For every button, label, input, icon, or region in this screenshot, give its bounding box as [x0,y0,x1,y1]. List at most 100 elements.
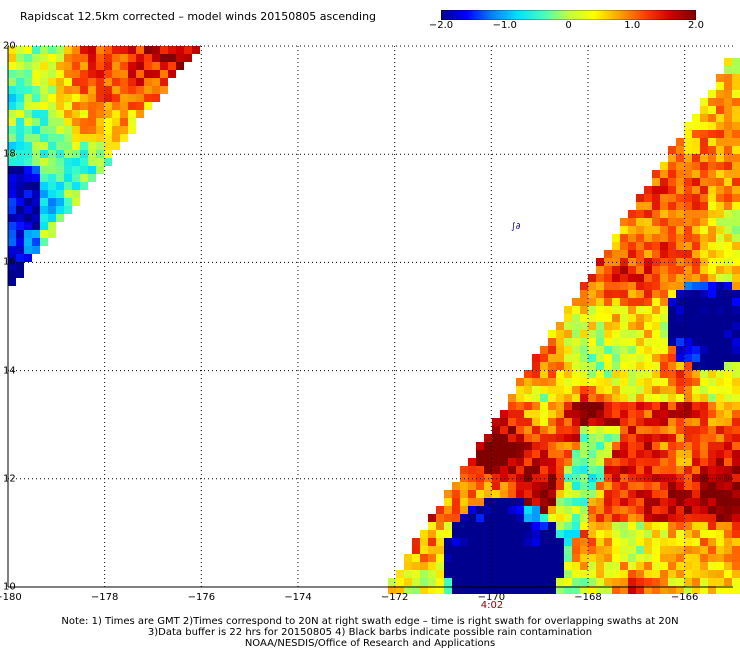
swath-cell-right [508,546,516,554]
lat-tick-label: 16 [3,256,16,268]
swath-cell-left [24,230,32,238]
swath-cell-right [620,290,628,298]
swath-cell-right [628,250,636,258]
swath-cell-right [476,474,484,482]
swath-cell-right [492,538,500,546]
swath-cell-right [732,250,740,258]
swath-cell-right [660,210,668,218]
swath-cell-right [548,370,556,378]
swath-cell-right [708,250,716,258]
swath-cell-right [708,130,716,138]
swath-cell-right [660,346,668,354]
swath-cell-right [724,402,732,410]
swath-cell-right [676,490,684,498]
swath-cell-right [564,474,572,482]
swath-cell-right [644,242,652,250]
swath-cell-left [64,110,72,118]
swath-cell-left [16,54,24,62]
swath-cell-left [152,54,160,62]
swath-cell-right [644,586,652,594]
swath-cell-right [580,466,588,474]
swath-cell-left [56,78,64,86]
swath-cell-right [444,586,452,594]
swath-cell-right [684,482,692,490]
swath-cell-right [708,402,716,410]
swath-cell-right [668,266,676,274]
swath-cell-right [580,482,588,490]
swath-cell-right [524,578,532,586]
swath-cell-right [668,218,676,226]
swath-cell-right [708,466,716,474]
swath-cell-right [556,442,564,450]
swath-cell-right [468,458,476,466]
swath-cell-right [684,170,692,178]
swath-cell-left [104,62,112,70]
swath-cell-right [708,546,716,554]
swath-cell-right [684,410,692,418]
swath-cell-right [668,442,676,450]
swath-cell-left [96,78,104,86]
swath-cell-right [508,458,516,466]
swath-cell-right [636,226,644,234]
swath-cell-left [48,142,56,150]
swath-cell-right [692,242,700,250]
swath-cell-left [56,126,64,134]
swath-cell-right [540,538,548,546]
swath-cell-right [660,322,668,330]
swath-cell-right [628,242,636,250]
swath-cell-right [508,402,516,410]
swath-cell-right [540,546,548,554]
swath-cell-right [620,474,628,482]
swath-cell-right [588,466,596,474]
swath-cell-right [724,202,732,210]
swath-cell-right [596,434,604,442]
swath-cell-right [676,530,684,538]
swath-cell-right [708,106,716,114]
swath-cell-right [540,466,548,474]
swath-cell-left [72,134,80,142]
swath-cell-right [652,202,660,210]
swath-cell-right [572,578,580,586]
swath-cell-right [500,586,508,594]
swath-cell-right [620,402,628,410]
swath-cell-right [732,290,740,298]
swath-cell-right [460,482,468,490]
swath-cell-right [612,538,620,546]
swath-cell-right [484,506,492,514]
swath-cell-right [692,274,700,282]
swath-cell-left [168,62,176,70]
swath-cell-right [612,378,620,386]
swath-cell-left [48,46,56,54]
swath-cell-left [16,110,24,118]
swath-cell-right [500,466,508,474]
swath-cell-right [684,570,692,578]
swath-cell-left [8,174,16,182]
swath-cell-right [668,482,676,490]
swath-cell-right [476,522,484,530]
swath-cell-right [436,546,444,554]
swath-cell-right [644,194,652,202]
swath-cell-right [620,506,628,514]
swath-cell-right [556,362,564,370]
swath-cell-right [476,498,484,506]
swath-cell-right [612,418,620,426]
swath-cell-right [708,514,716,522]
swath-cell-right [732,162,740,170]
swath-cell-right [716,218,724,226]
colorbar-tick-label: −2.0 [428,20,454,31]
swath-cell-right [444,554,452,562]
swath-cell-right [612,546,620,554]
swath-cell-right [700,130,708,138]
swath-cell-right [708,314,716,322]
swath-cell-right [612,506,620,514]
swath-cell-left [16,70,24,78]
swath-cell-right [636,554,644,562]
swath-cell-right [732,370,740,378]
swath-cell-right [556,490,564,498]
swath-cell-right [404,554,412,562]
swath-cell-right [580,410,588,418]
swath-cell-left [48,166,56,174]
swath-cell-right [572,354,580,362]
swath-cell-right [692,474,700,482]
swath-cell-right [684,370,692,378]
